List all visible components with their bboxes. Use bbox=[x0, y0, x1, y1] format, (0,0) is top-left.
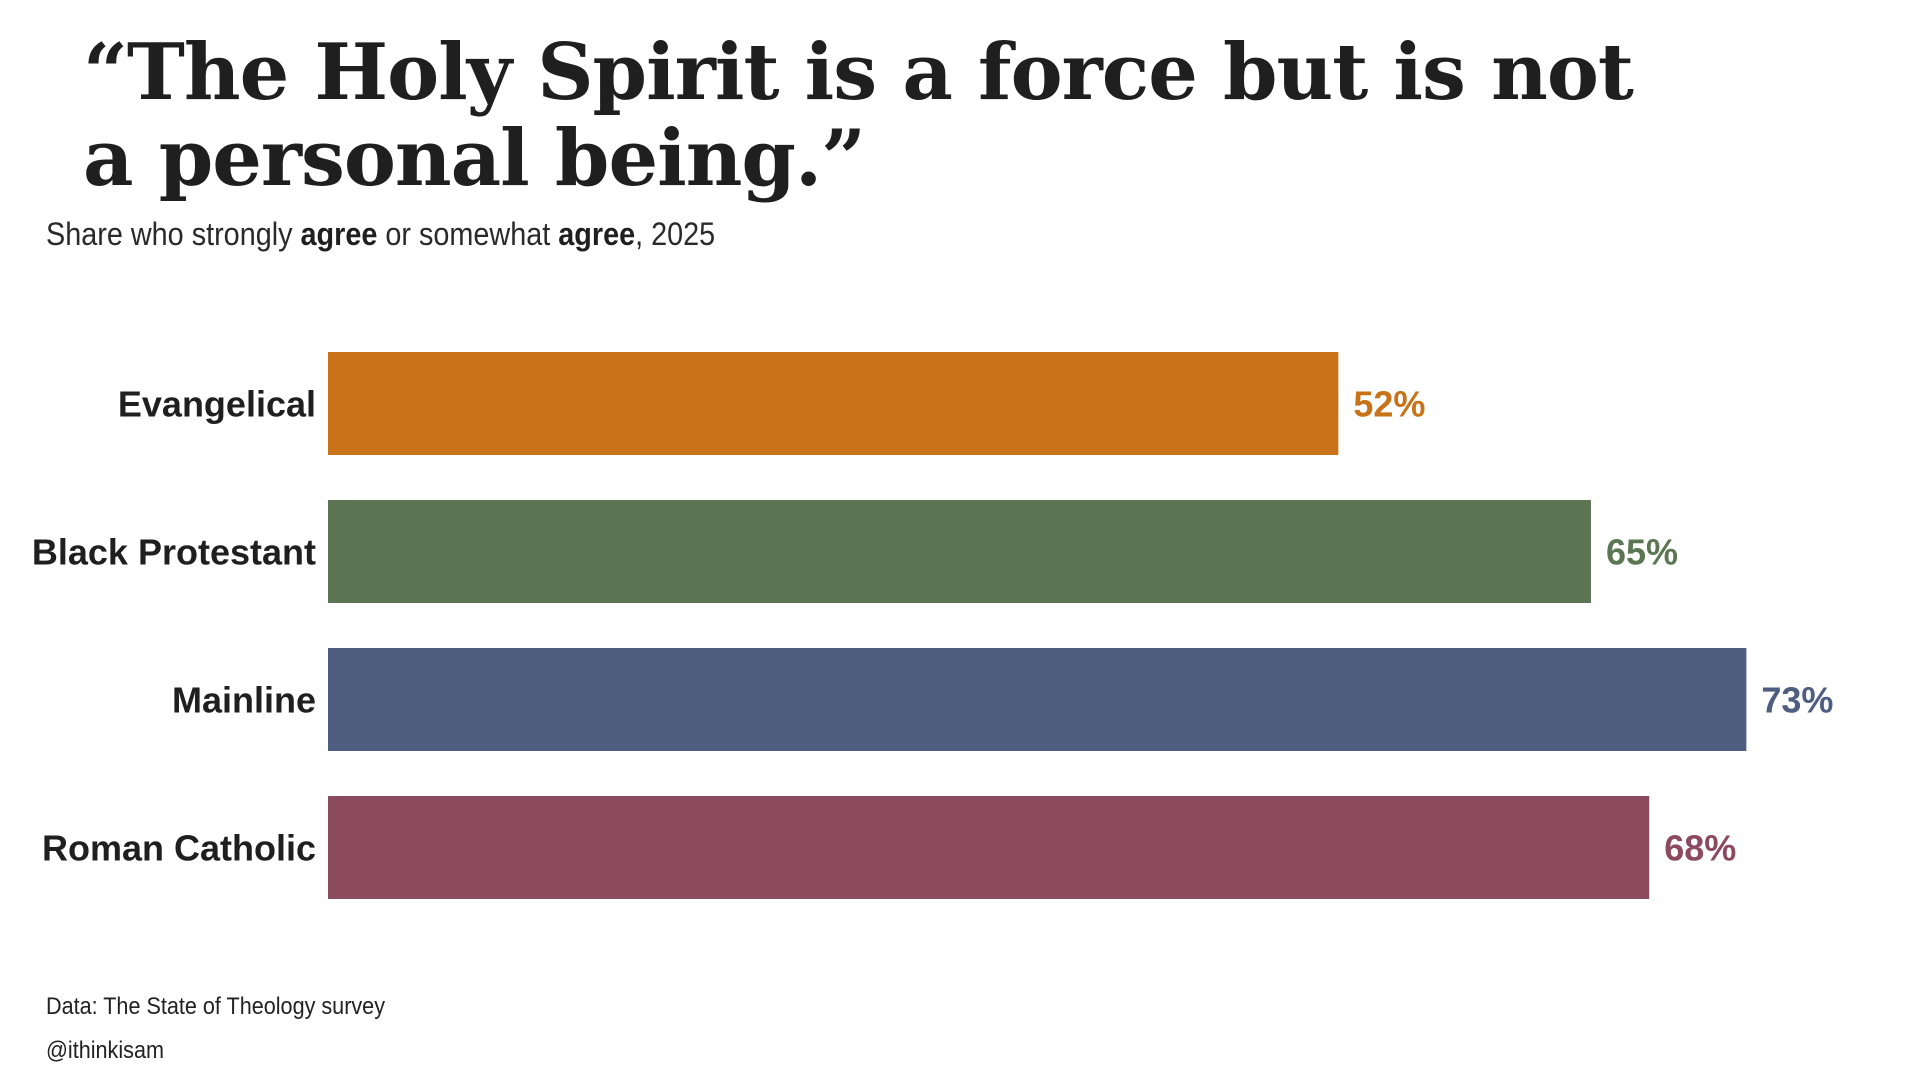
bar bbox=[328, 648, 1747, 751]
chart-subtitle: Share who strongly agree or somewhat agr… bbox=[46, 214, 715, 254]
category-label: Black Protestant bbox=[32, 532, 316, 573]
bar bbox=[328, 500, 1591, 603]
bar bbox=[328, 352, 1339, 455]
chart-footer: Data: The State of Theology survey @ithi… bbox=[46, 985, 385, 1073]
value-label: 68% bbox=[1664, 828, 1736, 869]
chart-title: “The Holy Spirit is a force but is not a… bbox=[83, 27, 1634, 204]
subtitle-part-bold: agree bbox=[558, 216, 636, 252]
value-label: 65% bbox=[1606, 532, 1678, 573]
author-handle: @ithinkisam bbox=[46, 1037, 164, 1064]
bar-group: Evangelical 52% bbox=[118, 352, 1425, 455]
subtitle-part: Share who strongly bbox=[46, 216, 301, 252]
subtitle-part-bold: agree bbox=[300, 216, 378, 252]
value-label: 52% bbox=[1353, 384, 1425, 425]
category-label: Roman Catholic bbox=[42, 828, 316, 869]
bar-group: Black Protestant 65% bbox=[32, 500, 1678, 603]
bar-group: Mainline 73% bbox=[172, 648, 1833, 751]
bar-group: Roman Catholic 68% bbox=[42, 796, 1736, 899]
category-label: Mainline bbox=[172, 680, 316, 721]
category-label: Evangelical bbox=[118, 384, 316, 425]
value-label: 73% bbox=[1761, 680, 1833, 721]
bar bbox=[328, 796, 1650, 899]
subtitle-part: , 2025 bbox=[635, 216, 716, 252]
source-note: Data: The State of Theology survey bbox=[46, 993, 386, 1020]
subtitle-part: or somewhat bbox=[377, 216, 559, 252]
